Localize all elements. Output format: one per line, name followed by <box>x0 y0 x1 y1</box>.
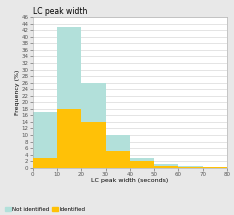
Bar <box>178 166 203 168</box>
Bar <box>154 166 178 168</box>
Bar <box>130 161 154 168</box>
Bar <box>203 167 227 168</box>
Y-axis label: Frequency (%): Frequency (%) <box>15 70 20 115</box>
Bar <box>178 167 203 168</box>
Bar <box>203 167 227 168</box>
Bar <box>106 135 130 168</box>
Bar <box>57 109 81 168</box>
Bar <box>154 164 178 168</box>
Bar <box>81 83 106 168</box>
Bar <box>57 27 81 168</box>
Bar <box>130 158 154 168</box>
Legend: Not identified, Identified: Not identified, Identified <box>5 207 86 212</box>
Bar <box>33 112 57 168</box>
Bar <box>106 151 130 168</box>
Bar <box>33 158 57 168</box>
X-axis label: LC peak width (seconds): LC peak width (seconds) <box>91 178 168 183</box>
Bar <box>81 122 106 168</box>
Text: LC peak width: LC peak width <box>33 8 87 16</box>
